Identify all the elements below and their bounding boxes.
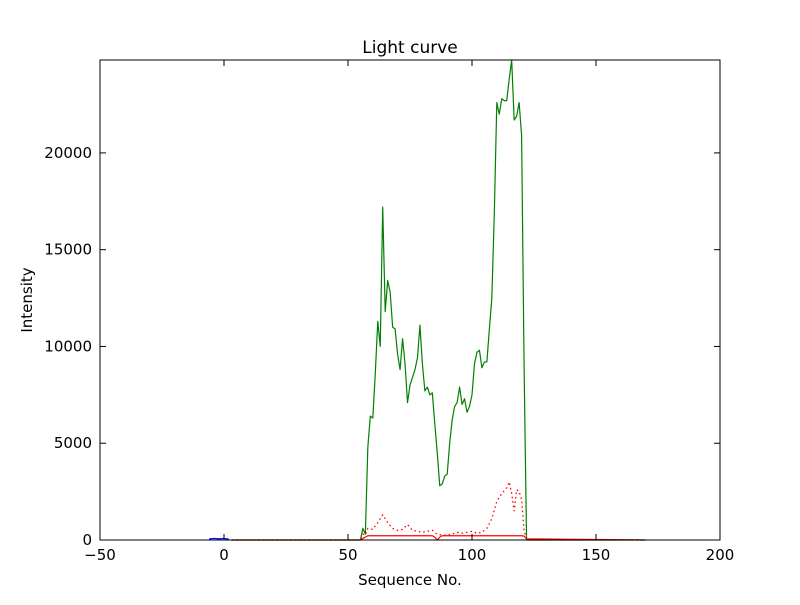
series-line-3 <box>231 535 646 541</box>
series-layer <box>209 59 646 541</box>
y-tick-label: 15000 <box>44 241 92 259</box>
y-tick-label: 5000 <box>54 434 92 452</box>
x-tick-label: 150 <box>582 546 611 564</box>
x-tick-label: 100 <box>458 546 487 564</box>
axes-frame <box>99 59 721 541</box>
plot-area <box>100 60 720 540</box>
series-line-4 <box>209 537 230 540</box>
x-tick-label: 200 <box>706 546 735 564</box>
series-line-2 <box>231 481 646 541</box>
y-tick-label: 0 <box>82 531 92 549</box>
x-tick-label: −50 <box>84 546 116 564</box>
series-line-1 <box>231 59 646 541</box>
y-tick-label: 10000 <box>44 337 92 355</box>
chart-title: Light curve <box>362 38 457 58</box>
x-tick-label: 0 <box>219 546 229 564</box>
y-axis-label: Intensity <box>18 267 36 332</box>
y-tick-label: 20000 <box>44 144 92 162</box>
plot-background <box>100 60 720 540</box>
plot-frame <box>99 59 721 541</box>
x-tick-label: 50 <box>338 546 357 564</box>
x-axis-label: Sequence No. <box>358 571 462 589</box>
